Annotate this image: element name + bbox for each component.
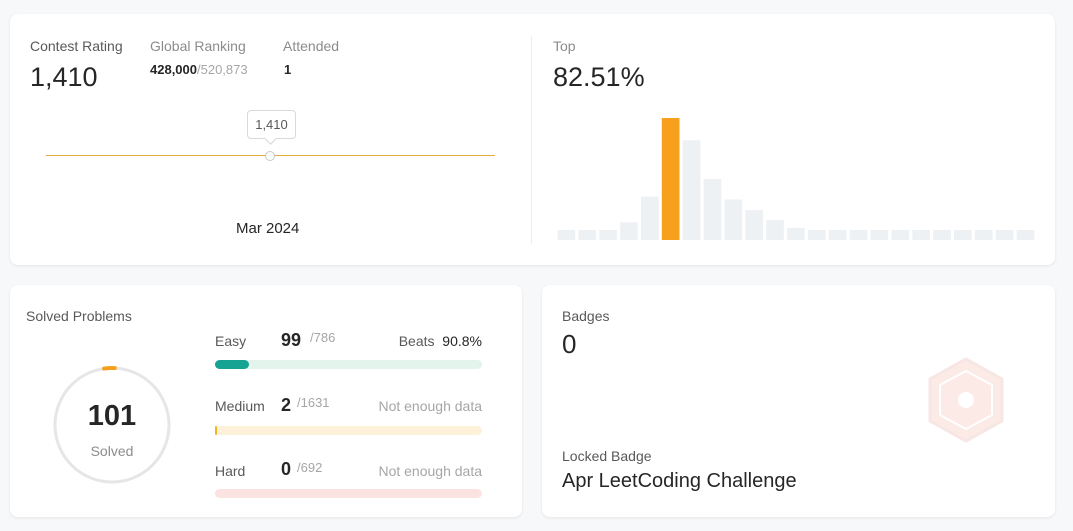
histogram-bar[interactable] [828,230,847,240]
attended-value: 1 [284,62,292,77]
histogram-bar[interactable] [974,230,993,240]
hard-label: Hard [215,463,246,479]
medium-total: /1631 [297,395,330,410]
histogram-bar[interactable] [912,230,930,240]
global-ranking-value: 428,000/520,873 [150,62,248,77]
histogram-bar[interactable] [933,230,951,240]
easy-beats: Beats 90.8% [399,333,482,349]
top-label: Top [553,38,576,54]
histogram-bar[interactable] [745,210,763,240]
easy-beats-label: Beats [398,333,435,349]
histogram-bar[interactable] [682,140,701,240]
medium-count: 2 [281,395,292,415]
global-ranking-total: /520,873 [197,62,248,77]
locked-badge-name[interactable]: Apr LeetCoding Challenge [562,470,797,492]
easy-total: /786 [310,330,336,345]
hard-progress-bar [215,489,482,498]
badges-count: 0 [562,329,577,359]
histogram-bar-current[interactable] [661,118,680,240]
solved-count: 101 [87,400,137,432]
histogram-bar[interactable] [870,230,889,240]
hard-note: Not enough data [378,463,482,479]
contest-rating-value: 1,410 [30,62,98,92]
histogram-bar[interactable] [954,230,972,240]
solved-count-label: Solved [90,443,134,459]
histogram-bar[interactable] [849,230,868,240]
contest-rating-card: Contest Rating 1,410 Global Ranking 428,… [10,14,1055,265]
histogram-bar[interactable] [599,230,617,240]
histogram-bar[interactable] [578,230,597,240]
card-divider [531,36,532,244]
histogram-bar[interactable] [620,222,638,240]
medium-label: Medium [215,398,265,414]
histogram-bar[interactable] [724,199,743,241]
medium-progress-fill [215,426,217,435]
ranking-histogram [557,118,1035,241]
rating-tooltip: 1,410 [247,110,296,139]
hard-total: /692 [297,460,323,475]
histogram-bar[interactable] [766,220,784,240]
rating-date-label: Mar 2024 [236,220,300,237]
histogram-bar[interactable] [641,196,659,240]
histogram-bar[interactable] [787,227,805,240]
attended-label: Attended [283,38,340,54]
contest-rating-label: Contest Rating [30,38,123,54]
easy-progress-bar [215,360,482,369]
badges-title: Badges [562,308,610,324]
histogram-bar[interactable] [703,179,722,240]
top-percentage-value: 82.51% [553,62,645,92]
locked-badge-label: Locked Badge [562,448,652,464]
easy-progress-fill [215,360,249,369]
global-ranking-label: Global Ranking [150,38,246,54]
easy-count: 99 [281,330,302,350]
rating-point[interactable] [265,151,275,161]
histogram-bar[interactable] [891,230,910,240]
histogram-bar[interactable] [557,230,576,240]
solved-problems-title: Solved Problems [26,308,132,324]
medium-note: Not enough data [378,398,482,414]
medium-progress-bar [215,426,482,435]
badges-card: Badges 0 Locked Badge Apr LeetCoding Cha… [542,285,1055,517]
ring-progress-arc [52,366,171,484]
histogram-bar[interactable] [807,230,826,240]
hexagon-badge-icon [928,357,1004,443]
histogram-bar[interactable] [995,230,1014,240]
hard-count: 0 [281,459,292,479]
easy-beats-value: 90.8% [442,333,482,349]
global-ranking-rank: 428,000 [150,62,197,77]
solved-problems-card: Solved Problems 101 Solved Easy 99 /786 … [10,285,522,517]
solved-progress-ring [52,366,171,484]
histogram-bar[interactable] [1016,230,1035,240]
easy-label: Easy [215,333,247,349]
